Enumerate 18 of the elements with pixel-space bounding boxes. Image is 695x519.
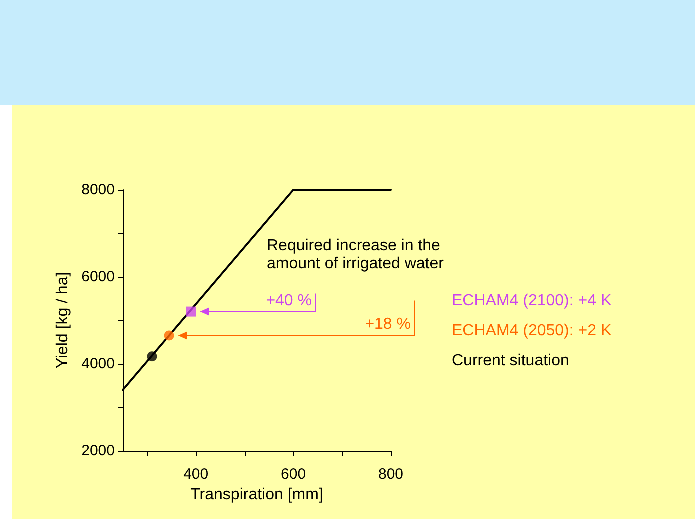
- x-tick-label: 400: [184, 466, 209, 483]
- y-tick-label: 2000: [82, 442, 115, 460]
- text: ECHAM4 (2100): +4 K: [452, 292, 612, 310]
- point: [147, 352, 158, 362]
- annotation: Required increase in the amount of irrigated water: [267, 238, 445, 272]
- y-tick-label: 8000: [82, 182, 115, 198]
- x-tick-label: 800: [378, 466, 404, 483]
- text: Current situation: [452, 352, 570, 370]
- text: ECHAM4 (2050): +2 K: [452, 322, 612, 340]
- y-tick-label: 4000: [82, 356, 115, 372]
- annotation: +18 %: [365, 316, 411, 334]
- x-tick-label: 600: [281, 466, 306, 483]
- point: [164, 330, 174, 341]
- y-tick-label: 6000: [82, 268, 115, 286]
- x-axis-title: Transpiration [mm]: [190, 486, 324, 504]
- annotation: +40 %: [266, 292, 312, 310]
- point: [186, 306, 196, 317]
- y-axis-title: Yield [kg / ha]: [54, 272, 72, 369]
